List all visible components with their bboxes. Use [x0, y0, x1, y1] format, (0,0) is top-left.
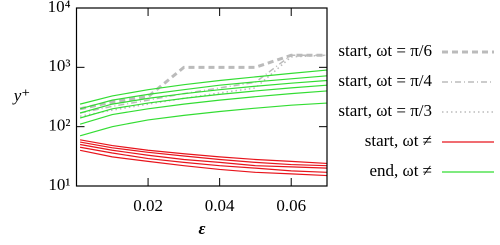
x-axis-label: ε: [199, 219, 206, 238]
y-tick-label: 10²: [48, 116, 70, 135]
data-line: [79, 141, 327, 167]
data-line: [79, 143, 327, 169]
x-tick-label: 0.06: [276, 196, 306, 215]
legend-label: start, ωt = π/3: [338, 101, 432, 120]
data-line: [79, 79, 327, 114]
data-line: [79, 75, 327, 110]
y-tick-label: 10³: [48, 56, 70, 75]
data-line: [79, 54, 327, 114]
data-line: [79, 53, 327, 111]
data-line: [79, 90, 327, 125]
legend-label: end, ωt ≠: [369, 161, 432, 180]
data-line: [79, 149, 327, 177]
x-tick-label: 0.02: [133, 196, 163, 215]
x-tick-label: 0.04: [205, 196, 235, 215]
y-tick-label: 10⁴: [48, 0, 71, 16]
data-line: [79, 139, 327, 165]
data-line: [79, 146, 327, 173]
legend-label: start, ωt ≠: [365, 131, 432, 150]
y-tick-label: 10¹: [48, 175, 70, 194]
plot-frame: [75, 7, 328, 187]
data-line: [79, 102, 327, 137]
legend-label: start, ωt = π/4: [338, 71, 432, 90]
legend-label: start, ωt = π/6: [338, 41, 432, 60]
data-line: [79, 84, 327, 119]
y-axis-label: y⁺: [12, 86, 31, 105]
data-line: [79, 54, 327, 117]
data-line: [79, 69, 327, 105]
